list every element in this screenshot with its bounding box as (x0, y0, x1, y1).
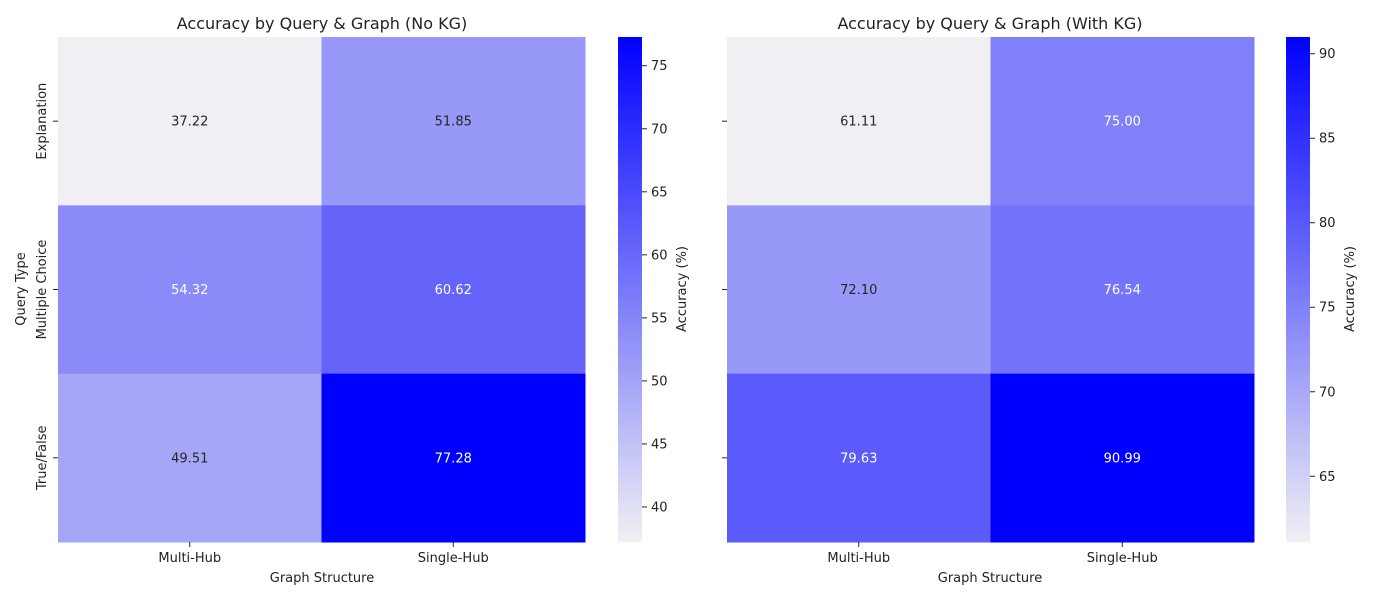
colorbar-tick-label: 70 (1319, 385, 1336, 400)
heatmap-cell (727, 205, 991, 375)
heatmap-cell (990, 205, 1255, 375)
heatmap-cell (58, 205, 322, 375)
x-tick-label: Single-Hub (1087, 551, 1158, 566)
heatmap-cell (727, 37, 991, 206)
y-tick-label: Explanation (35, 83, 50, 160)
cell-value-label: 76.54 (1104, 283, 1141, 298)
colorbar-tick-label: 75 (1319, 301, 1336, 316)
cell-value-label: 60.62 (435, 283, 472, 298)
cell-value-label: 75.00 (1104, 115, 1141, 130)
panel-title: Accuracy by Query & Graph (With KG) (837, 14, 1142, 33)
panel-title: Accuracy by Query & Graph (No KG) (177, 14, 468, 33)
colorbar-label: Accuracy (%) (675, 246, 690, 332)
cell-value-label: 61.11 (840, 115, 877, 130)
colorbar-tick-label: 85 (1319, 132, 1336, 147)
colorbar-tick-label: 45 (651, 437, 668, 452)
colorbar-label: Accuracy (%) (1343, 246, 1358, 332)
heatmap-panel-with-kg: Accuracy by Query & Graph (With KG) Grap… (722, 14, 1358, 586)
colorbar-tick-label: 90 (1319, 47, 1336, 62)
y-axis-label: Query Type (14, 252, 29, 326)
x-tick-label: Single-Hub (418, 551, 489, 566)
heatmap-cell (321, 37, 586, 206)
x-axis-label: Graph Structure (938, 571, 1042, 586)
heatmap-cell (321, 205, 586, 375)
cell-value-label: 49.51 (171, 451, 208, 466)
colorbar-tick-label: 80 (1319, 216, 1336, 231)
colorbar-tick-label: 70 (651, 122, 668, 137)
x-tick-label: Multi-Hub (158, 551, 221, 566)
cell-value-label: 54.32 (171, 283, 208, 298)
cell-value-label: 77.28 (435, 451, 472, 466)
colorbar-tick-label: 40 (651, 500, 668, 515)
heatmap-panel-no-kg: Accuracy by Query & Graph (No KG) Graph … (14, 14, 690, 586)
heatmap-cell (727, 373, 991, 543)
x-tick-label: Multi-Hub (827, 551, 890, 566)
colorbar-tick-label: 50 (651, 374, 668, 389)
cell-value-label: 51.85 (435, 115, 472, 130)
colorbar-tick-label: 75 (651, 59, 668, 74)
heatmap-cell (990, 37, 1255, 206)
y-tick-label: Multiple Choice (35, 240, 50, 340)
colorbar-tick-label: 60 (651, 248, 668, 263)
colorbar-tick-label: 65 (651, 185, 668, 200)
heatmap-cell (990, 373, 1255, 543)
heatmap-cell (58, 373, 322, 543)
x-axis-label: Graph Structure (270, 571, 374, 586)
colorbar-tick-label: 65 (1319, 470, 1336, 485)
heatmap-cell (58, 37, 322, 206)
cell-value-label: 72.10 (840, 283, 877, 298)
colorbar-tick-label: 55 (651, 311, 668, 326)
cell-value-label: 37.22 (171, 115, 208, 130)
heatmap-cell (321, 373, 586, 543)
y-tick-label: True/False (35, 426, 50, 492)
cell-value-label: 79.63 (840, 451, 877, 466)
cell-value-label: 90.99 (1104, 451, 1141, 466)
colorbar (1286, 37, 1310, 542)
colorbar (618, 37, 642, 542)
